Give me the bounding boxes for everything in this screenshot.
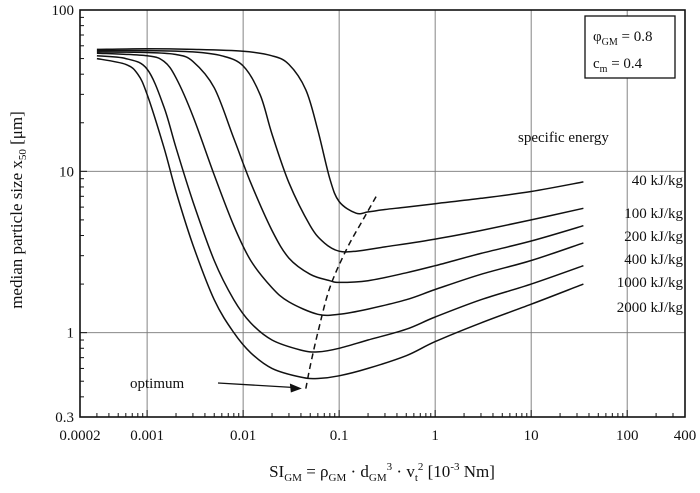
y-tick-label: 0.3: [55, 410, 74, 426]
plot-frame: [79, 9, 686, 418]
optimum-arrowhead: [289, 383, 302, 393]
y-axis-label: median particle size x50 [μm]: [7, 111, 29, 309]
optimum-label: optimum: [130, 376, 185, 392]
legend-title: specific energy: [518, 130, 609, 146]
tick-layer: 0.0002 0.001 0.01 0.1 1 10 100 400 0.3 1 10 100: [52, 3, 697, 444]
series-label: 2000 kJ/kg: [617, 300, 684, 316]
x-tick-label: 0.01: [230, 428, 256, 444]
params-box: [584, 15, 676, 79]
x-tick-label: 1: [431, 428, 439, 444]
series-line-1: [96, 48, 584, 215]
series-label: 400 kJ/kg: [624, 252, 683, 268]
y-tick-label: 100: [52, 3, 75, 19]
x-axis-label: SIGM = ρGM · dGM3 · vt2 [10-3 Nm]: [269, 461, 495, 484]
optimum-arrow-line: [217, 382, 294, 389]
y-tick-label: 10: [59, 164, 74, 180]
series-line-5: [96, 55, 584, 353]
y-tick-label: 1: [67, 326, 75, 342]
series-layer: [96, 48, 584, 389]
x-tick-label: 0.001: [130, 428, 164, 444]
legend-labels: 40 kJ/kg 100 kJ/kg 200 kJ/kg 400 kJ/kg 1000 …: [617, 173, 684, 316]
series-label: 200 kJ/kg: [624, 229, 683, 245]
series-line-6: [96, 57, 584, 380]
series-line-3: [96, 51, 584, 284]
param-cm: cm = 0.4: [593, 56, 643, 75]
series-label: 100 kJ/kg: [624, 206, 683, 222]
series-label: 1000 kJ/kg: [617, 275, 684, 291]
x-tick-label: 10: [524, 428, 539, 444]
param-phi: φGM = 0.8: [593, 29, 653, 48]
series-line-2: [96, 49, 584, 253]
series-line-4: [96, 52, 584, 317]
series-label: 40 kJ/kg: [632, 173, 684, 189]
x-tick-label: 400: [674, 428, 697, 444]
x-tick-label: 0.1: [330, 428, 349, 444]
x-tick-label: 100: [616, 428, 639, 444]
optimum-curve: [305, 193, 379, 389]
x-tick-label: 0.0002: [59, 428, 100, 444]
